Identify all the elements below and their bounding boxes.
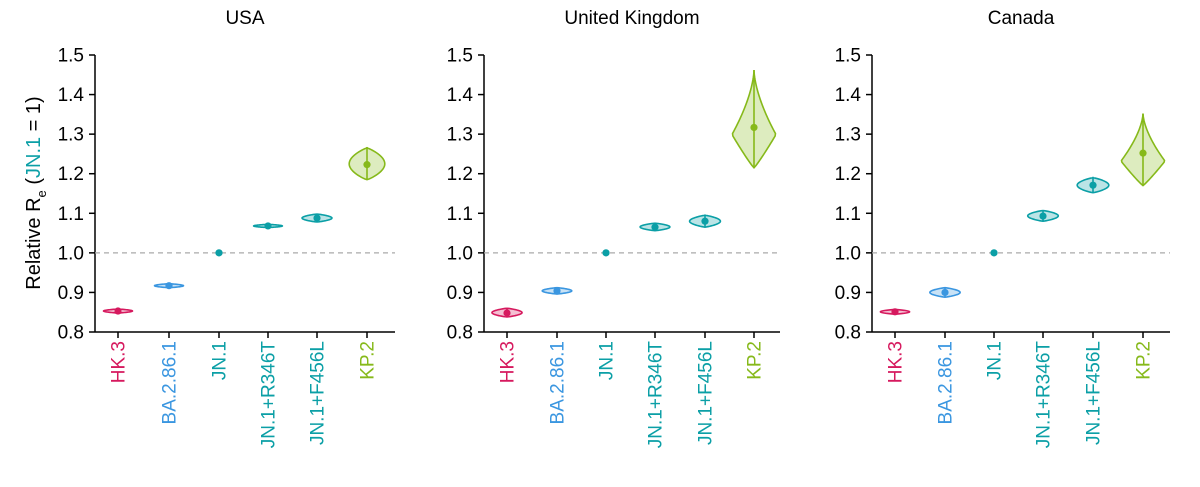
y-tick-label: 0.8 <box>835 323 861 344</box>
y-axis-label: Relative Re (JN.1 = 1) <box>23 96 49 289</box>
y-tick-label: 1.3 <box>58 125 84 146</box>
y-tick-label: 1.0 <box>835 243 861 264</box>
median-point-jn-1-r346t <box>1039 212 1047 220</box>
median-point-jn-1 <box>990 249 998 257</box>
x-tick-label-jn-1-r346t: JN.1+R346T <box>646 341 667 449</box>
x-tick-label-hk-3: HK.3 <box>109 341 130 383</box>
y-tick-label: 0.9 <box>835 283 861 304</box>
median-point-kp-2 <box>750 123 758 132</box>
y-tick-label: 0.9 <box>58 283 84 304</box>
x-tick-label-jn-1: JN.1 <box>210 341 231 380</box>
panel-title: United Kingdom <box>564 8 699 29</box>
x-tick-label-hk-3: HK.3 <box>498 341 519 383</box>
x-tick-label-ba-2-86-1: BA.2.86.1 <box>936 341 957 424</box>
y-tick-label: 0.8 <box>447 323 473 344</box>
x-tick-label-jn-1: JN.1 <box>597 341 618 380</box>
y-tick-label: 0.8 <box>58 323 84 344</box>
x-tick-label-jn-1-f456l: JN.1+F456L <box>696 341 717 445</box>
x-tick-label-ba-2-86-1: BA.2.86.1 <box>548 341 569 424</box>
x-tick-label-jn-1-r346t: JN.1+R346T <box>1034 341 1055 449</box>
median-point-ba-2-86-1 <box>553 287 561 295</box>
y-tick-label: 1.4 <box>835 85 862 106</box>
y-tick-label: 1.4 <box>58 85 85 106</box>
x-tick-label-jn-1-r346t: JN.1+R346T <box>259 341 280 449</box>
panel-usa: USA 0.8 0.9 1.0 1.1 1.2 1.3 1.4 1.5 HK.3 BA.2.86.1… <box>58 8 395 448</box>
y-tick-label: 0.9 <box>447 283 473 304</box>
median-point-jn-1-r346t <box>264 222 272 230</box>
median-point-jn-1-f456l <box>1089 181 1097 189</box>
y-tick-label: 1.3 <box>447 125 473 146</box>
x-tick-label-kp-2: KP.2 <box>358 341 379 380</box>
median-point-ba-2-86-1 <box>941 288 949 297</box>
median-point-kp-2 <box>1139 149 1147 157</box>
y-tick-label: 1.3 <box>835 125 861 146</box>
y-tick-label: 1.2 <box>835 164 861 185</box>
y-tick-label: 1.4 <box>447 85 474 106</box>
x-tick-label-kp-2: KP.2 <box>1134 341 1155 380</box>
median-point-jn-1 <box>215 249 223 257</box>
x-tick-label-jn-1: JN.1 <box>985 341 1006 380</box>
median-point-hk-3 <box>891 308 899 316</box>
panel-united-kingdom: United Kingdom 0.8 0.9 1.0 1.1 1.2 1.3 1.4 1.5 HK… <box>447 8 780 448</box>
y-tick-label: 1.0 <box>447 243 473 264</box>
y-tick-label: 1.1 <box>58 204 84 225</box>
y-tick-label: 1.2 <box>447 164 473 185</box>
y-tick-label: 1.5 <box>447 46 473 67</box>
median-point-jn-1-f456l <box>313 214 321 222</box>
panel-title: USA <box>225 8 264 29</box>
y-tick-label: 1.1 <box>447 204 473 225</box>
x-tick-label-hk-3: HK.3 <box>886 341 907 383</box>
median-point-jn-1-f456l <box>701 217 709 225</box>
median-point-jn-1 <box>602 249 610 257</box>
y-tick-label: 1.5 <box>58 46 84 67</box>
median-point-hk-3 <box>503 309 511 317</box>
median-point-jn-1-r346t <box>651 223 659 231</box>
x-tick-label-jn-1-f456l: JN.1+F456L <box>1084 341 1105 445</box>
panel-canada: Canada 0.8 0.9 1.0 1.1 1.2 1.3 1.4 1.5 HK.3 BA.2.8… <box>835 8 1170 448</box>
y-tick-label: 1.5 <box>835 46 861 67</box>
panel-title: Canada <box>988 8 1055 29</box>
median-point-ba-2-86-1 <box>165 282 173 290</box>
y-tick-label: 1.1 <box>835 204 861 225</box>
median-point-kp-2 <box>363 161 371 169</box>
median-point-hk-3 <box>114 307 122 315</box>
y-tick-label: 1.2 <box>58 164 84 185</box>
x-tick-label-kp-2: KP.2 <box>745 341 766 380</box>
x-tick-label-jn-1-f456l: JN.1+F456L <box>308 341 329 445</box>
y-tick-label: 1.0 <box>58 243 84 264</box>
x-tick-label-ba-2-86-1: BA.2.86.1 <box>160 341 181 424</box>
